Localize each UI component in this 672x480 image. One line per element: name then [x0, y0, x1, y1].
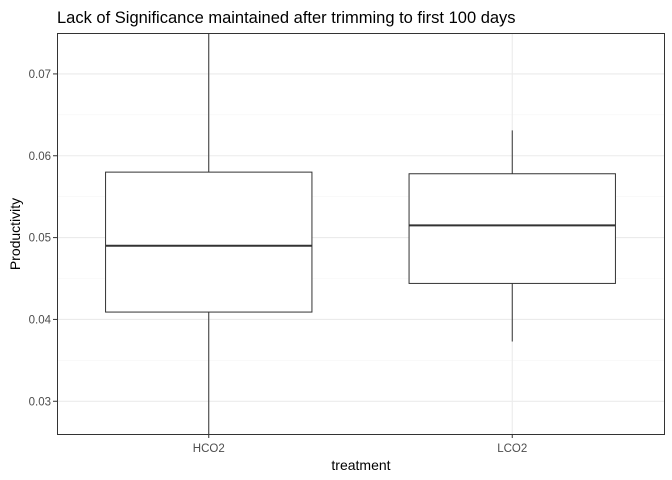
chart-title: Lack of Significance maintained after tr…	[57, 9, 516, 27]
x-axis: HCO2 LCO2	[193, 434, 527, 455]
y-tick-label: 0.06	[29, 151, 51, 163]
y-tick-label: 0.03	[29, 396, 51, 408]
boxes	[105, 33, 616, 434]
y-tick-label: 0.07	[29, 69, 51, 81]
box	[408, 173, 616, 284]
box	[105, 171, 313, 313]
y-axis-title: Productivity	[7, 198, 23, 270]
x-tick-label: HCO2	[193, 443, 225, 455]
panel-border	[57, 33, 665, 435]
x-axis-title: treatment	[331, 457, 390, 473]
y-axis: 0.03 0.04 0.05 0.06 0.07	[29, 69, 57, 408]
x-tick-label: LCO2	[497, 443, 527, 455]
y-tick-label: 0.05	[29, 233, 51, 245]
y-tick-label: 0.04	[29, 314, 52, 326]
